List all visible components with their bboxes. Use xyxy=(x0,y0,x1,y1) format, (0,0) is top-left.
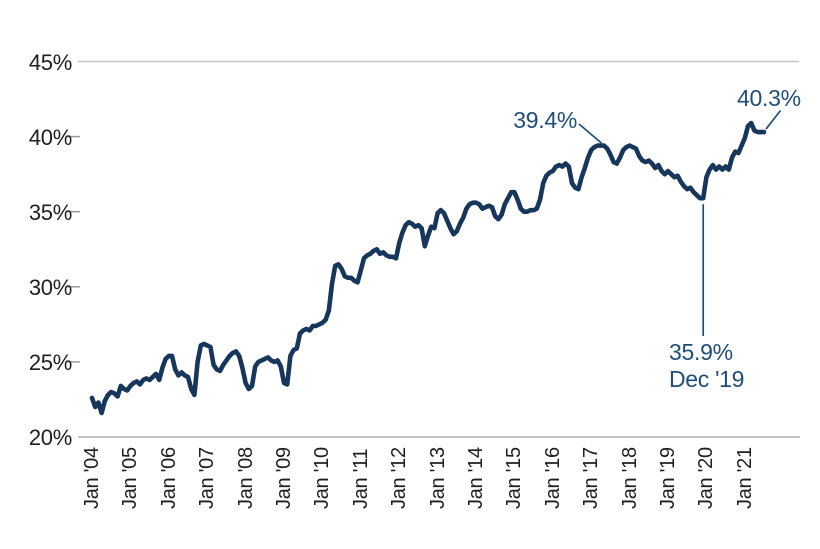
x-axis-label: Jan '05 xyxy=(119,447,142,509)
x-axis-label: Jan '08 xyxy=(234,447,257,509)
x-axis-label: Jan '19 xyxy=(657,447,679,509)
x-axis-label: Jan '17 xyxy=(580,447,603,509)
x-axis-label: Jan '09 xyxy=(273,447,295,509)
x-axis-label: Jan '21 xyxy=(733,447,756,509)
leader-line-latest xyxy=(765,109,782,130)
y-axis-label: 40% xyxy=(28,124,72,150)
y-axis-label: 25% xyxy=(28,349,72,375)
annotation-dec-2019-value: 35.9% xyxy=(669,339,733,365)
y-axis-label: 30% xyxy=(28,274,72,300)
annotation-dec-2019-date: Dec '19 xyxy=(669,366,745,392)
y-axis-label: 45% xyxy=(28,49,72,75)
x-axis-label: Jan '06 xyxy=(157,447,180,509)
annotation-latest: 40.3% xyxy=(737,85,801,111)
annotation-dec-2019: 35.9% Dec '19 xyxy=(669,339,744,393)
x-axis-label: Jan '14 xyxy=(465,447,487,509)
x-axis-label: Jan '10 xyxy=(311,447,334,509)
x-axis-label: Jan '11 xyxy=(349,448,372,509)
x-axis-label: Jan '15 xyxy=(503,447,526,509)
x-axis-label: Jan '20 xyxy=(695,447,718,509)
y-axis-label: 35% xyxy=(28,199,72,225)
leader-line-peak-2017 xyxy=(578,123,603,144)
x-axis-label: Jan '13 xyxy=(426,447,449,509)
chart-line xyxy=(89,120,767,416)
x-axis-label: Jan '04 xyxy=(81,447,103,509)
x-axis-label: Jan '16 xyxy=(541,447,564,509)
annotation-peak-2017: 39.4% xyxy=(513,107,577,133)
x-axis-label: Jan '12 xyxy=(388,447,411,509)
y-axis-label: 20% xyxy=(28,425,72,450)
x-axis-label: Jan '18 xyxy=(618,447,641,509)
x-axis-label: Jan '07 xyxy=(196,447,219,509)
